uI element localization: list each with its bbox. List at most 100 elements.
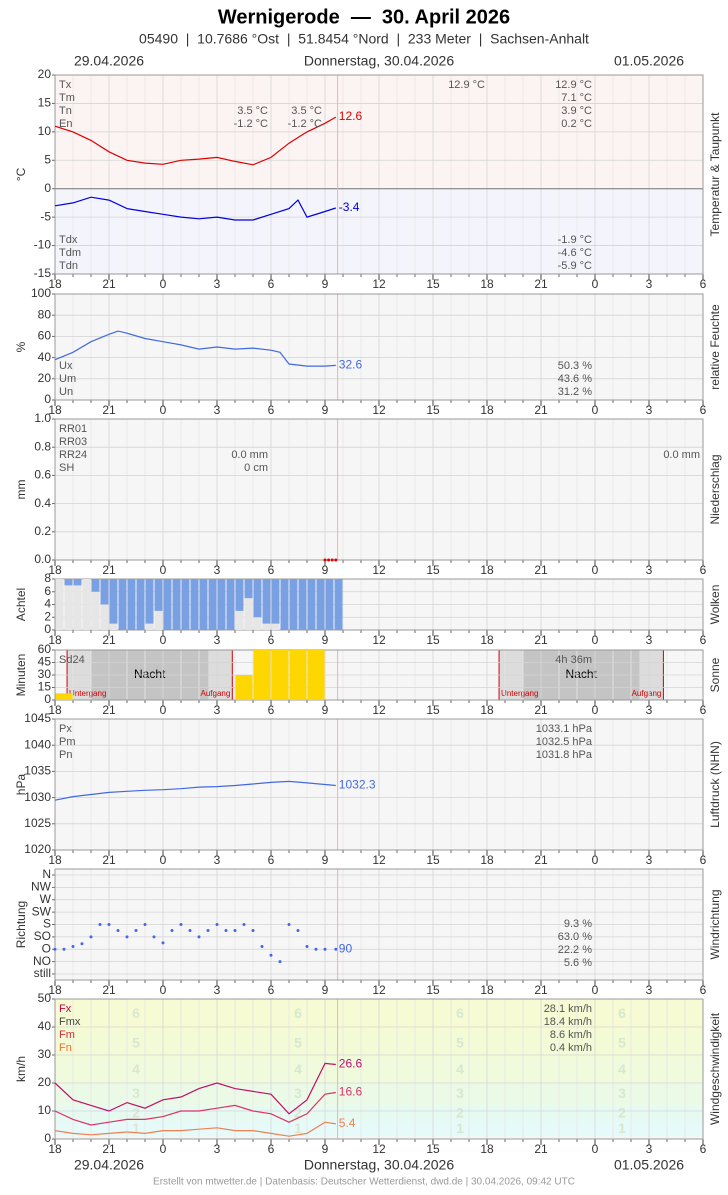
- y-axis-label: hPa: [14, 774, 28, 796]
- x-tick-label: 0: [592, 1142, 599, 1156]
- stat-value: 28.1 km/h: [544, 1003, 592, 1015]
- date-next: 01.05.2026: [614, 1157, 684, 1173]
- bar: [334, 579, 343, 630]
- beaufort-label: 6: [456, 1005, 464, 1021]
- x-tick-label: 3: [646, 633, 653, 647]
- point: [215, 923, 219, 926]
- x-tick-label: 3: [214, 563, 221, 577]
- beaufort-label: 6: [132, 1005, 140, 1021]
- x-tick-label: 18: [480, 1142, 494, 1156]
- y-tick-label: 1.0: [34, 411, 51, 425]
- y-tick-label: 20: [38, 1075, 52, 1089]
- beaufort-label: 1: [618, 1120, 626, 1136]
- frame: [54, 578, 704, 631]
- y-tick-label: 4: [44, 597, 51, 611]
- bar: [271, 623, 280, 630]
- bar: [289, 579, 298, 630]
- x-tick-label: 21: [534, 277, 548, 291]
- x-tick-label: 6: [700, 853, 707, 867]
- beaufort-label: 4: [294, 1061, 302, 1077]
- beaufort-label: 5: [294, 1035, 302, 1051]
- y-tick-label: 60: [38, 642, 52, 656]
- stat-value: 0.2 °C: [561, 118, 592, 130]
- y-axis-label: mm: [14, 480, 28, 500]
- bar: [289, 650, 307, 700]
- bar: [235, 579, 244, 630]
- x-tick-label: 15: [426, 703, 440, 717]
- stat-name: RR01: [59, 423, 87, 435]
- stat-name: SH: [59, 462, 74, 474]
- bar: [136, 579, 145, 630]
- point: [251, 929, 255, 933]
- stat-value: 18.4 km/h: [544, 1016, 592, 1028]
- stat-value: 0.0 mm: [663, 449, 700, 461]
- stat-name: Pn: [59, 749, 72, 761]
- point: [89, 935, 93, 939]
- point: [314, 947, 318, 951]
- end-value-label: 1032.3: [339, 778, 376, 792]
- point: [152, 935, 156, 939]
- x-tick-label: 0: [160, 277, 167, 291]
- stat-name: Fmx: [59, 1016, 81, 1028]
- stat-value: 43.6 %: [558, 373, 592, 385]
- date-prev: 29.04.2026: [74, 1157, 144, 1173]
- x-tick-label: 3: [214, 277, 221, 291]
- x-tick-label: 18: [48, 1142, 62, 1156]
- y-tick-label: 0: [44, 181, 51, 195]
- point: [224, 929, 228, 933]
- stat-value: -4.6 °C: [558, 247, 592, 259]
- bar: [271, 579, 280, 630]
- bar: [262, 623, 271, 630]
- y-tick-label: 45: [38, 655, 52, 669]
- x-tick-label: 3: [646, 983, 653, 997]
- stat-value: 12.9 °C: [555, 79, 592, 91]
- y-tick-label: W: [40, 892, 52, 906]
- y-tick-label: -5: [40, 209, 51, 223]
- stat-name: Fn: [59, 1042, 72, 1054]
- y-tick-label: 100: [31, 286, 51, 300]
- x-tick-label: 0: [160, 703, 167, 717]
- x-tick-label: 18: [480, 633, 494, 647]
- y-tick-label: 10: [38, 124, 52, 138]
- y-axis-label: Minuten: [14, 654, 28, 697]
- beaufort-label: 1: [132, 1120, 140, 1136]
- x-tick-label: 21: [534, 983, 548, 997]
- x-tick-label: 21: [534, 403, 548, 417]
- stat-name: Un: [59, 386, 73, 398]
- y-tick-label: 1020: [24, 842, 51, 856]
- x-tick-label: 21: [102, 703, 116, 717]
- point: [287, 923, 291, 926]
- x-tick-label: 12: [372, 703, 386, 717]
- point: [143, 923, 147, 926]
- sunrise-label: Aufgang: [632, 689, 662, 698]
- y-tick-label: 0.0: [34, 552, 51, 566]
- y-tick-label: 0: [44, 692, 51, 706]
- bar: [118, 579, 127, 630]
- bar: [271, 650, 289, 700]
- bar: [73, 585, 82, 630]
- line: [54, 1062, 336, 1115]
- x-tick-label: 18: [480, 277, 494, 291]
- x-tick-label: 12: [372, 277, 386, 291]
- y-tick-label: -15: [34, 266, 52, 280]
- frame: [54, 74, 704, 275]
- bar: [181, 579, 190, 630]
- stat-value: 4h 36m: [555, 654, 592, 666]
- x-tick-label: 6: [700, 633, 707, 647]
- x-tick-label: 18: [48, 277, 62, 291]
- y-tick-label: 30: [38, 1047, 52, 1061]
- y-tick-label: 20: [38, 371, 52, 385]
- x-tick-label: 3: [214, 703, 221, 717]
- y-tick-label: 1045: [24, 711, 51, 725]
- x-tick-label: 9: [322, 983, 329, 997]
- x-tick-label: 18: [48, 853, 62, 867]
- y-tick-label: 6: [44, 584, 51, 598]
- bar: [91, 591, 100, 630]
- date-current: Donnerstag, 30.04.2026: [304, 53, 454, 69]
- bar: [109, 623, 118, 630]
- line: [54, 330, 336, 367]
- bar: [55, 693, 73, 700]
- bar: [154, 610, 163, 630]
- point: [305, 945, 309, 948]
- beaufort-label: 6: [618, 1005, 626, 1021]
